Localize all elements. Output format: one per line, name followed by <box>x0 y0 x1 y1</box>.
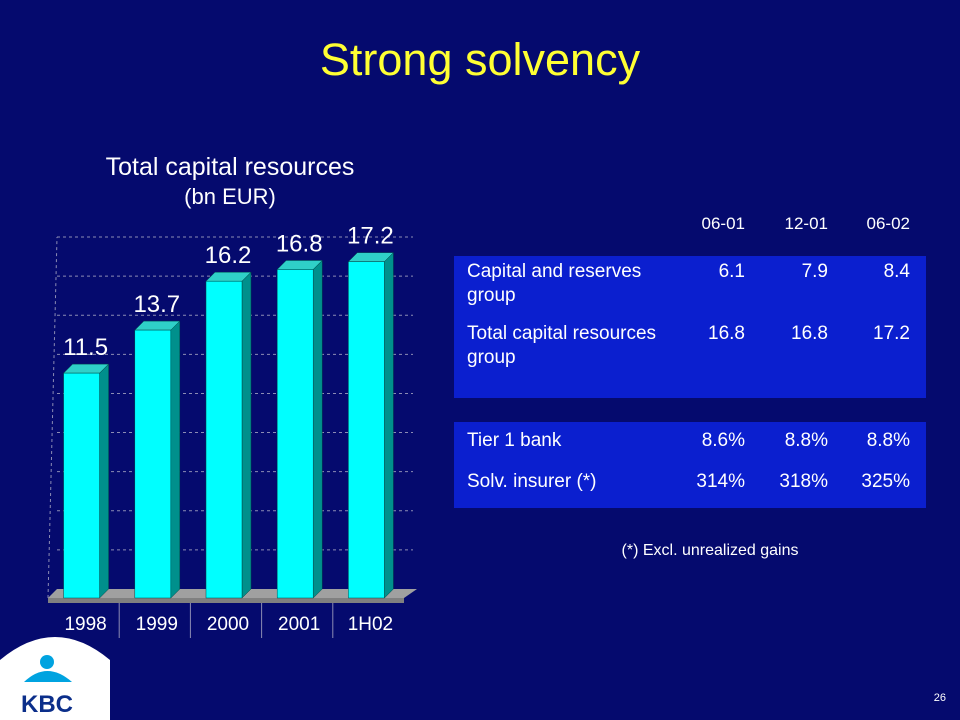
slide-title: Strong solvency <box>319 34 641 85</box>
cell-value: 17.2 <box>873 323 910 344</box>
bar <box>348 261 385 599</box>
bar <box>134 329 172 599</box>
row-label: Total capital resources group <box>467 323 657 368</box>
y-axis-line <box>47 236 58 599</box>
bar-side <box>312 259 323 599</box>
table-col-header: 12-01 <box>784 214 828 233</box>
kbc-logo: KBC <box>0 637 110 720</box>
cell-value: 16.8 <box>791 323 828 344</box>
cell-value: 8.6% <box>701 430 745 451</box>
cell-value: 8.8% <box>866 430 910 451</box>
cell-value: 6.1 <box>718 261 745 282</box>
data-label: 16.8 <box>276 230 323 257</box>
bar <box>205 280 243 599</box>
data-label: 13.7 <box>133 291 180 318</box>
x-tick-label: 1H02 <box>348 614 393 635</box>
cell-value: 7.9 <box>801 261 828 282</box>
ratios-table-panel: Tier 1 bank 8.6% 8.8% 8.8% Solv. insurer… <box>454 422 926 508</box>
logo-text: KBC <box>21 691 73 718</box>
footnote: (*) Excl. unrealized gains <box>621 542 799 559</box>
cell-value: 8.8% <box>784 430 828 451</box>
bar-side <box>384 252 394 599</box>
bar-side <box>99 363 109 599</box>
row-label: Tier 1 bank <box>467 430 562 451</box>
table-col-header: 06-01 <box>701 214 745 233</box>
cell-value: 325% <box>861 471 910 492</box>
chart-floor-edge <box>48 598 404 603</box>
capital-table-panel: Capital and reserves group 6.1 7.9 8.4 T… <box>454 256 926 398</box>
chart-subtitle: (bn EUR) <box>184 184 276 209</box>
chart-title: Total capital resources <box>105 153 355 181</box>
bar <box>63 372 100 599</box>
x-tick-label: 2001 <box>278 614 320 635</box>
bar-chart: 11.5 1998 13.7 1999 16.2 2000 16.8 2001 17.2 1H02 <box>47 223 417 638</box>
data-label: 11.5 <box>63 334 108 361</box>
data-label: 16.2 <box>205 242 252 269</box>
cell-value: 16.8 <box>708 323 745 344</box>
data-label: 17.2 <box>347 223 394 250</box>
bar <box>276 269 314 599</box>
cell-value: 318% <box>779 471 828 492</box>
cell-value: 8.4 <box>883 261 910 282</box>
row-label: Capital and reserves group <box>467 261 642 306</box>
x-tick-label: 2000 <box>207 614 249 635</box>
bar-side <box>170 320 181 599</box>
x-tick-label: 1999 <box>136 614 178 635</box>
x-tick-label: 1998 <box>64 614 106 635</box>
row-label: Solv. insurer (*) <box>467 471 597 492</box>
table-col-header: 06-02 <box>866 214 910 233</box>
cell-value: 314% <box>696 471 745 492</box>
bar-side <box>241 271 252 599</box>
page-number: 26 <box>933 692 946 704</box>
